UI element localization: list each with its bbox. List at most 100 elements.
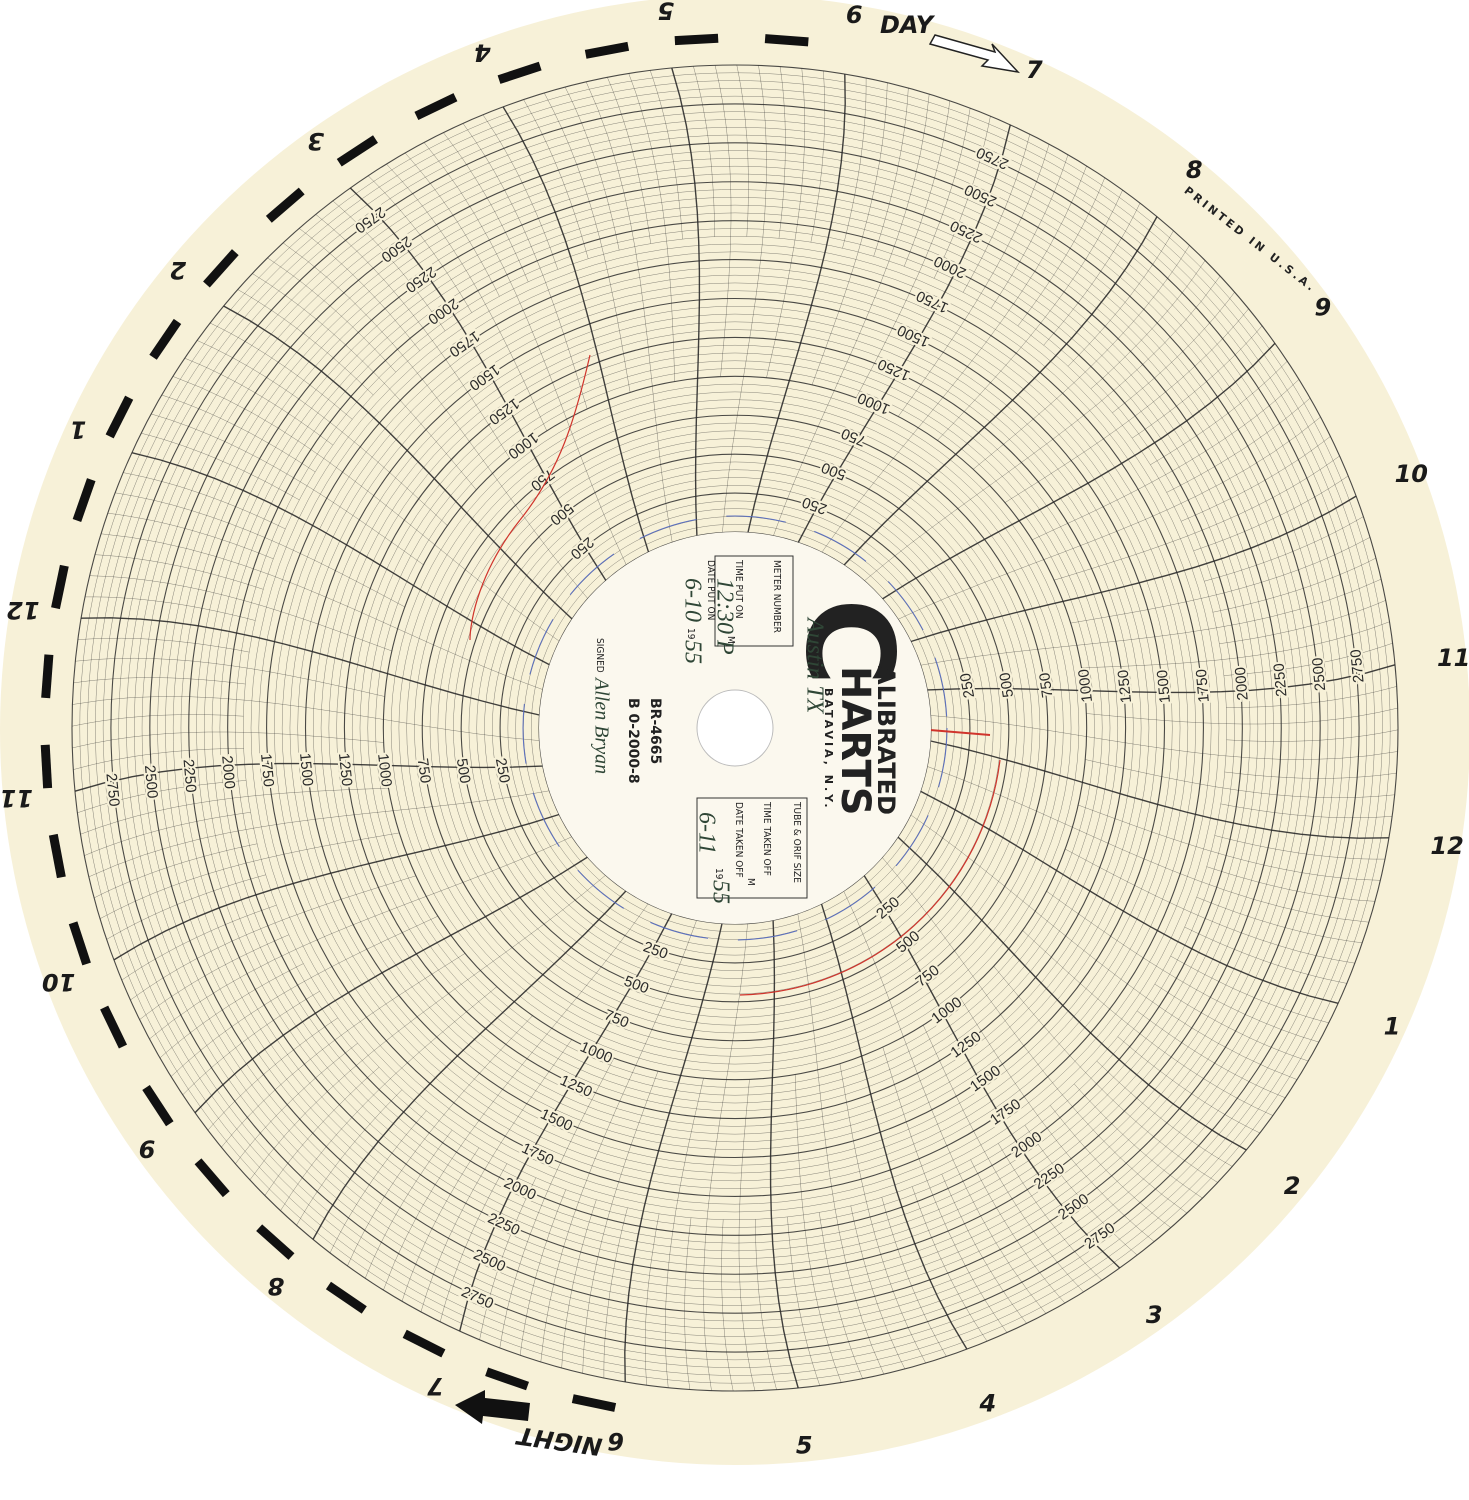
time-line (897, 416, 1321, 620)
time-line (671, 67, 701, 536)
scale-label: 1250 (335, 752, 355, 787)
scale-label: 2250 (179, 759, 199, 794)
time-line (787, 1216, 821, 1386)
grid-ring (320, 313, 1150, 1143)
time-line (121, 904, 277, 981)
time-line (499, 1058, 615, 1348)
time-line (184, 357, 333, 446)
time-line (960, 997, 1155, 1242)
time-line (714, 65, 732, 377)
hour-label: 8 (1186, 156, 1203, 184)
time-line (383, 903, 649, 1291)
grid-ring (196, 189, 1274, 1267)
night-dash (41, 654, 54, 699)
time-line (106, 874, 266, 940)
time-line (927, 766, 1369, 923)
red-trace (519, 354, 591, 521)
time-line (873, 88, 909, 257)
grid-ring (390, 383, 1080, 1073)
grid-ring (180, 173, 1290, 1283)
time-line (332, 200, 446, 331)
scale-label: 750 (1036, 672, 1056, 699)
time-line (970, 1159, 1066, 1304)
grid-ring (102, 95, 1368, 1361)
grid-ring (359, 352, 1111, 1104)
time-line (684, 1217, 692, 1390)
meter-number-label: METER NUMBER (771, 560, 782, 633)
form-box (714, 555, 794, 647)
time-line (628, 73, 676, 382)
time-line (1226, 729, 1399, 742)
time-line (920, 790, 1339, 1004)
time-line (933, 116, 991, 279)
grid-ring (414, 407, 1056, 1049)
time-put-on: 12:30 P (711, 578, 737, 655)
time-line (1046, 890, 1319, 1043)
time-line (280, 986, 497, 1211)
time-line (930, 715, 1398, 760)
grid-ring (453, 446, 1017, 1010)
time-line (1112, 292, 1235, 413)
scale-label: 250 (492, 757, 513, 785)
night-dash (265, 187, 305, 223)
time-line (88, 790, 550, 878)
time-line (237, 289, 374, 396)
time-line (544, 92, 631, 393)
time-line (839, 1063, 926, 1364)
grid-ring (289, 282, 1181, 1174)
range-code: B 0-2000-8 (625, 698, 641, 784)
time-line (207, 1017, 338, 1131)
grid-ring (281, 274, 1189, 1182)
time-line (993, 966, 1218, 1183)
hour-label: 5 (657, 0, 674, 24)
time-line (703, 923, 748, 1391)
time-line (766, 68, 806, 378)
grid-ring (87, 80, 1383, 1376)
scale-label: 2000 (1232, 666, 1252, 701)
scale-label: 2250 (1271, 663, 1291, 698)
grid-ring (266, 259, 1204, 1197)
night-dash (497, 61, 542, 84)
hour-label: 4 (474, 39, 492, 67)
grid-ring (507, 500, 963, 956)
time-line (582, 1071, 659, 1374)
time-line (1017, 177, 1106, 326)
grid-ring (398, 391, 1072, 1065)
grid-ring (250, 243, 1220, 1213)
time-line (920, 578, 1382, 666)
time-line (1204, 516, 1364, 582)
time-line (149, 836, 573, 1040)
grid-ring (204, 197, 1266, 1259)
grid-ring (227, 220, 1243, 1236)
time-line (721, 1219, 734, 1392)
time-line (182, 991, 320, 1096)
grid-ring (274, 267, 1196, 1189)
time-line (264, 1067, 380, 1196)
time-line (821, 165, 1087, 553)
time-line (523, 99, 589, 259)
night-arrow (455, 1390, 530, 1424)
scale-label: 2500 (141, 764, 161, 799)
grid-ring (172, 165, 1298, 1291)
time-line (910, 495, 1357, 643)
time-line (95, 554, 264, 590)
time-line (1214, 835, 1385, 860)
night-dash (105, 395, 134, 439)
time-line (519, 1189, 567, 1356)
time-line (312, 890, 627, 1240)
time-line (443, 132, 529, 282)
time-line (1181, 436, 1331, 522)
grid-ring (149, 142, 1321, 1314)
chart-number: BR-4665 (647, 698, 663, 764)
night-dash (571, 1394, 617, 1412)
time-line (93, 843, 258, 899)
time-line (439, 1163, 508, 1322)
time-line (367, 175, 472, 313)
grid-ring (157, 150, 1313, 1306)
time-line (624, 923, 723, 1382)
grid-ring (211, 204, 1259, 1252)
time-line (773, 94, 930, 536)
hour-label: 1 (1384, 1012, 1401, 1040)
time-line (911, 1186, 988, 1342)
